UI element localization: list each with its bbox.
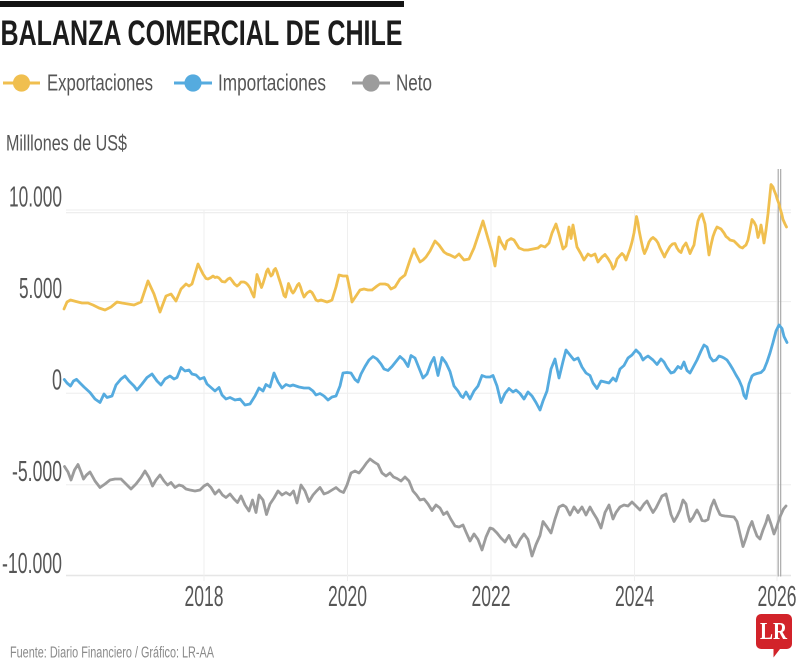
svg-text:LR: LR bbox=[760, 619, 788, 645]
svg-text:2026: 2026 bbox=[758, 581, 797, 613]
svg-text:2020: 2020 bbox=[328, 581, 367, 613]
svg-text:2022: 2022 bbox=[472, 581, 511, 613]
svg-text:BALANZA COMERCIAL DE CHILE: BALANZA COMERCIAL DE CHILE bbox=[1, 14, 403, 53]
svg-text:2018: 2018 bbox=[185, 581, 224, 613]
svg-text:2024: 2024 bbox=[615, 581, 654, 613]
svg-text:Neto: Neto bbox=[396, 70, 432, 96]
svg-text:5.000: 5.000 bbox=[19, 273, 62, 305]
svg-text:-10.000: -10.000 bbox=[2, 548, 62, 580]
svg-text:0: 0 bbox=[52, 365, 62, 397]
svg-text:-5.000: -5.000 bbox=[12, 456, 62, 488]
svg-text:Fuente: Diario Financiero / Gr: Fuente: Diario Financiero / Gráfico: LR-… bbox=[10, 645, 214, 662]
svg-text:Exportaciones: Exportaciones bbox=[47, 70, 153, 96]
svg-text:10.000: 10.000 bbox=[9, 182, 62, 214]
svg-text:Importaciones: Importaciones bbox=[218, 70, 326, 96]
svg-text:Milllones de US$: Milllones de US$ bbox=[6, 131, 127, 156]
